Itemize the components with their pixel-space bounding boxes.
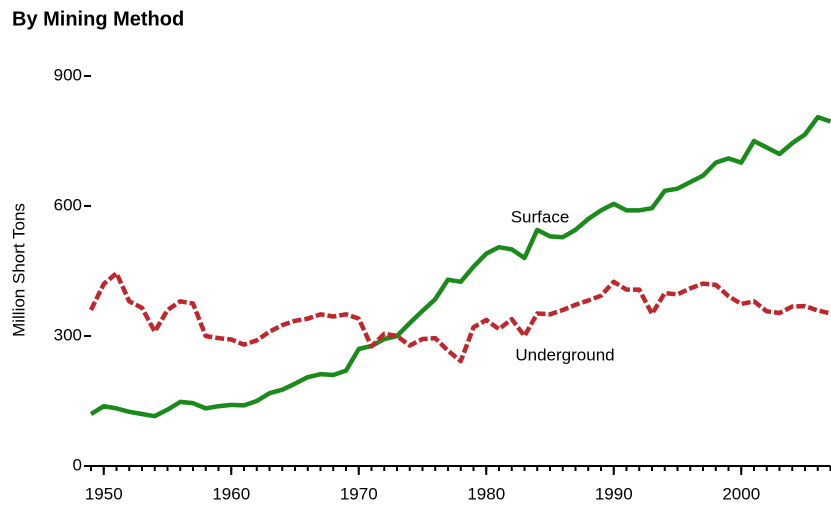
series-line bbox=[88, 270, 831, 364]
x-tick-label: 1960 bbox=[212, 484, 250, 503]
y-axis-label: Million Short Tons bbox=[9, 203, 28, 337]
series-label: Surface bbox=[511, 207, 570, 226]
x-tick-label: 2000 bbox=[722, 484, 760, 503]
x-tick-label: 1950 bbox=[85, 484, 123, 503]
y-tick-label: 300 bbox=[54, 325, 82, 344]
x-tick-label: 1980 bbox=[467, 484, 505, 503]
y-tick-label: 0 bbox=[73, 455, 82, 474]
y-tick-label: 600 bbox=[54, 195, 82, 214]
x-tick-label: 1990 bbox=[595, 484, 633, 503]
chart-title: By Mining Method bbox=[12, 8, 184, 30]
x-tick-label: 1970 bbox=[340, 484, 378, 503]
y-tick-label: 900 bbox=[54, 65, 82, 84]
series-line bbox=[89, 114, 831, 419]
series-label: Underground bbox=[515, 345, 614, 364]
